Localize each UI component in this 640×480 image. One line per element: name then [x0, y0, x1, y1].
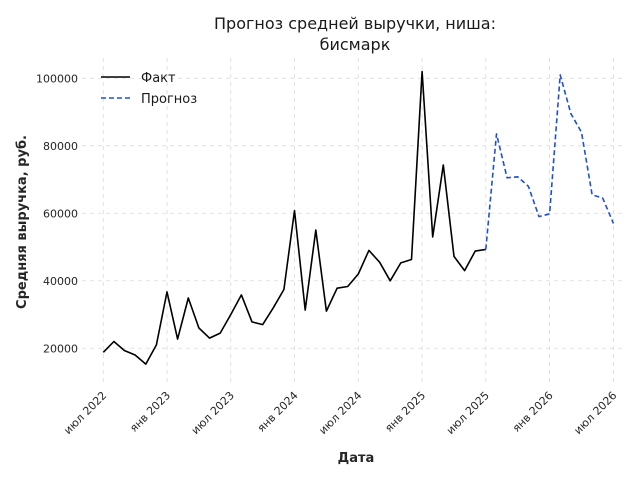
x-tick-label: янв 2024 [255, 389, 301, 435]
y-axis-ticks: 20000 40000 60000 80000 100000 [36, 72, 78, 355]
series-line-fact [102, 70, 486, 365]
grid [82, 58, 624, 382]
chart-title-line-1: Прогноз средней выручки, ниша: [214, 14, 496, 33]
y-tick-label: 40000 [43, 275, 78, 288]
series-lines [102, 70, 615, 365]
y-tick-label: 80000 [43, 140, 78, 153]
x-tick-label: июл 2022 [61, 389, 109, 437]
x-tick-label: июл 2024 [316, 389, 364, 437]
legend: Факт Прогноз [101, 71, 197, 107]
x-axis-label: Дата [338, 451, 375, 466]
x-tick-label: июл 2023 [189, 389, 237, 437]
y-tick-label: 60000 [43, 207, 78, 220]
series-line-forecast [485, 74, 615, 250]
x-tick-label: янв 2026 [510, 389, 556, 435]
x-tick-label: июл 2025 [444, 389, 492, 437]
y-tick-label: 20000 [43, 342, 78, 355]
x-tick-label: янв 2023 [127, 389, 173, 435]
legend-label-forecast: Прогноз [141, 92, 197, 107]
x-axis-ticks: июл 2022 янв 2023 июл 2023 янв 2024 июл 2024… [61, 389, 619, 437]
chart-title-line-2: бисмарк [320, 35, 391, 54]
legend-label-fact: Факт [141, 71, 176, 86]
y-tick-label: 100000 [36, 72, 78, 85]
x-tick-label: янв 2025 [382, 389, 428, 435]
x-tick-label: июл 2026 [571, 389, 619, 437]
y-axis-label: Средняя выручка, руб. [15, 135, 30, 309]
